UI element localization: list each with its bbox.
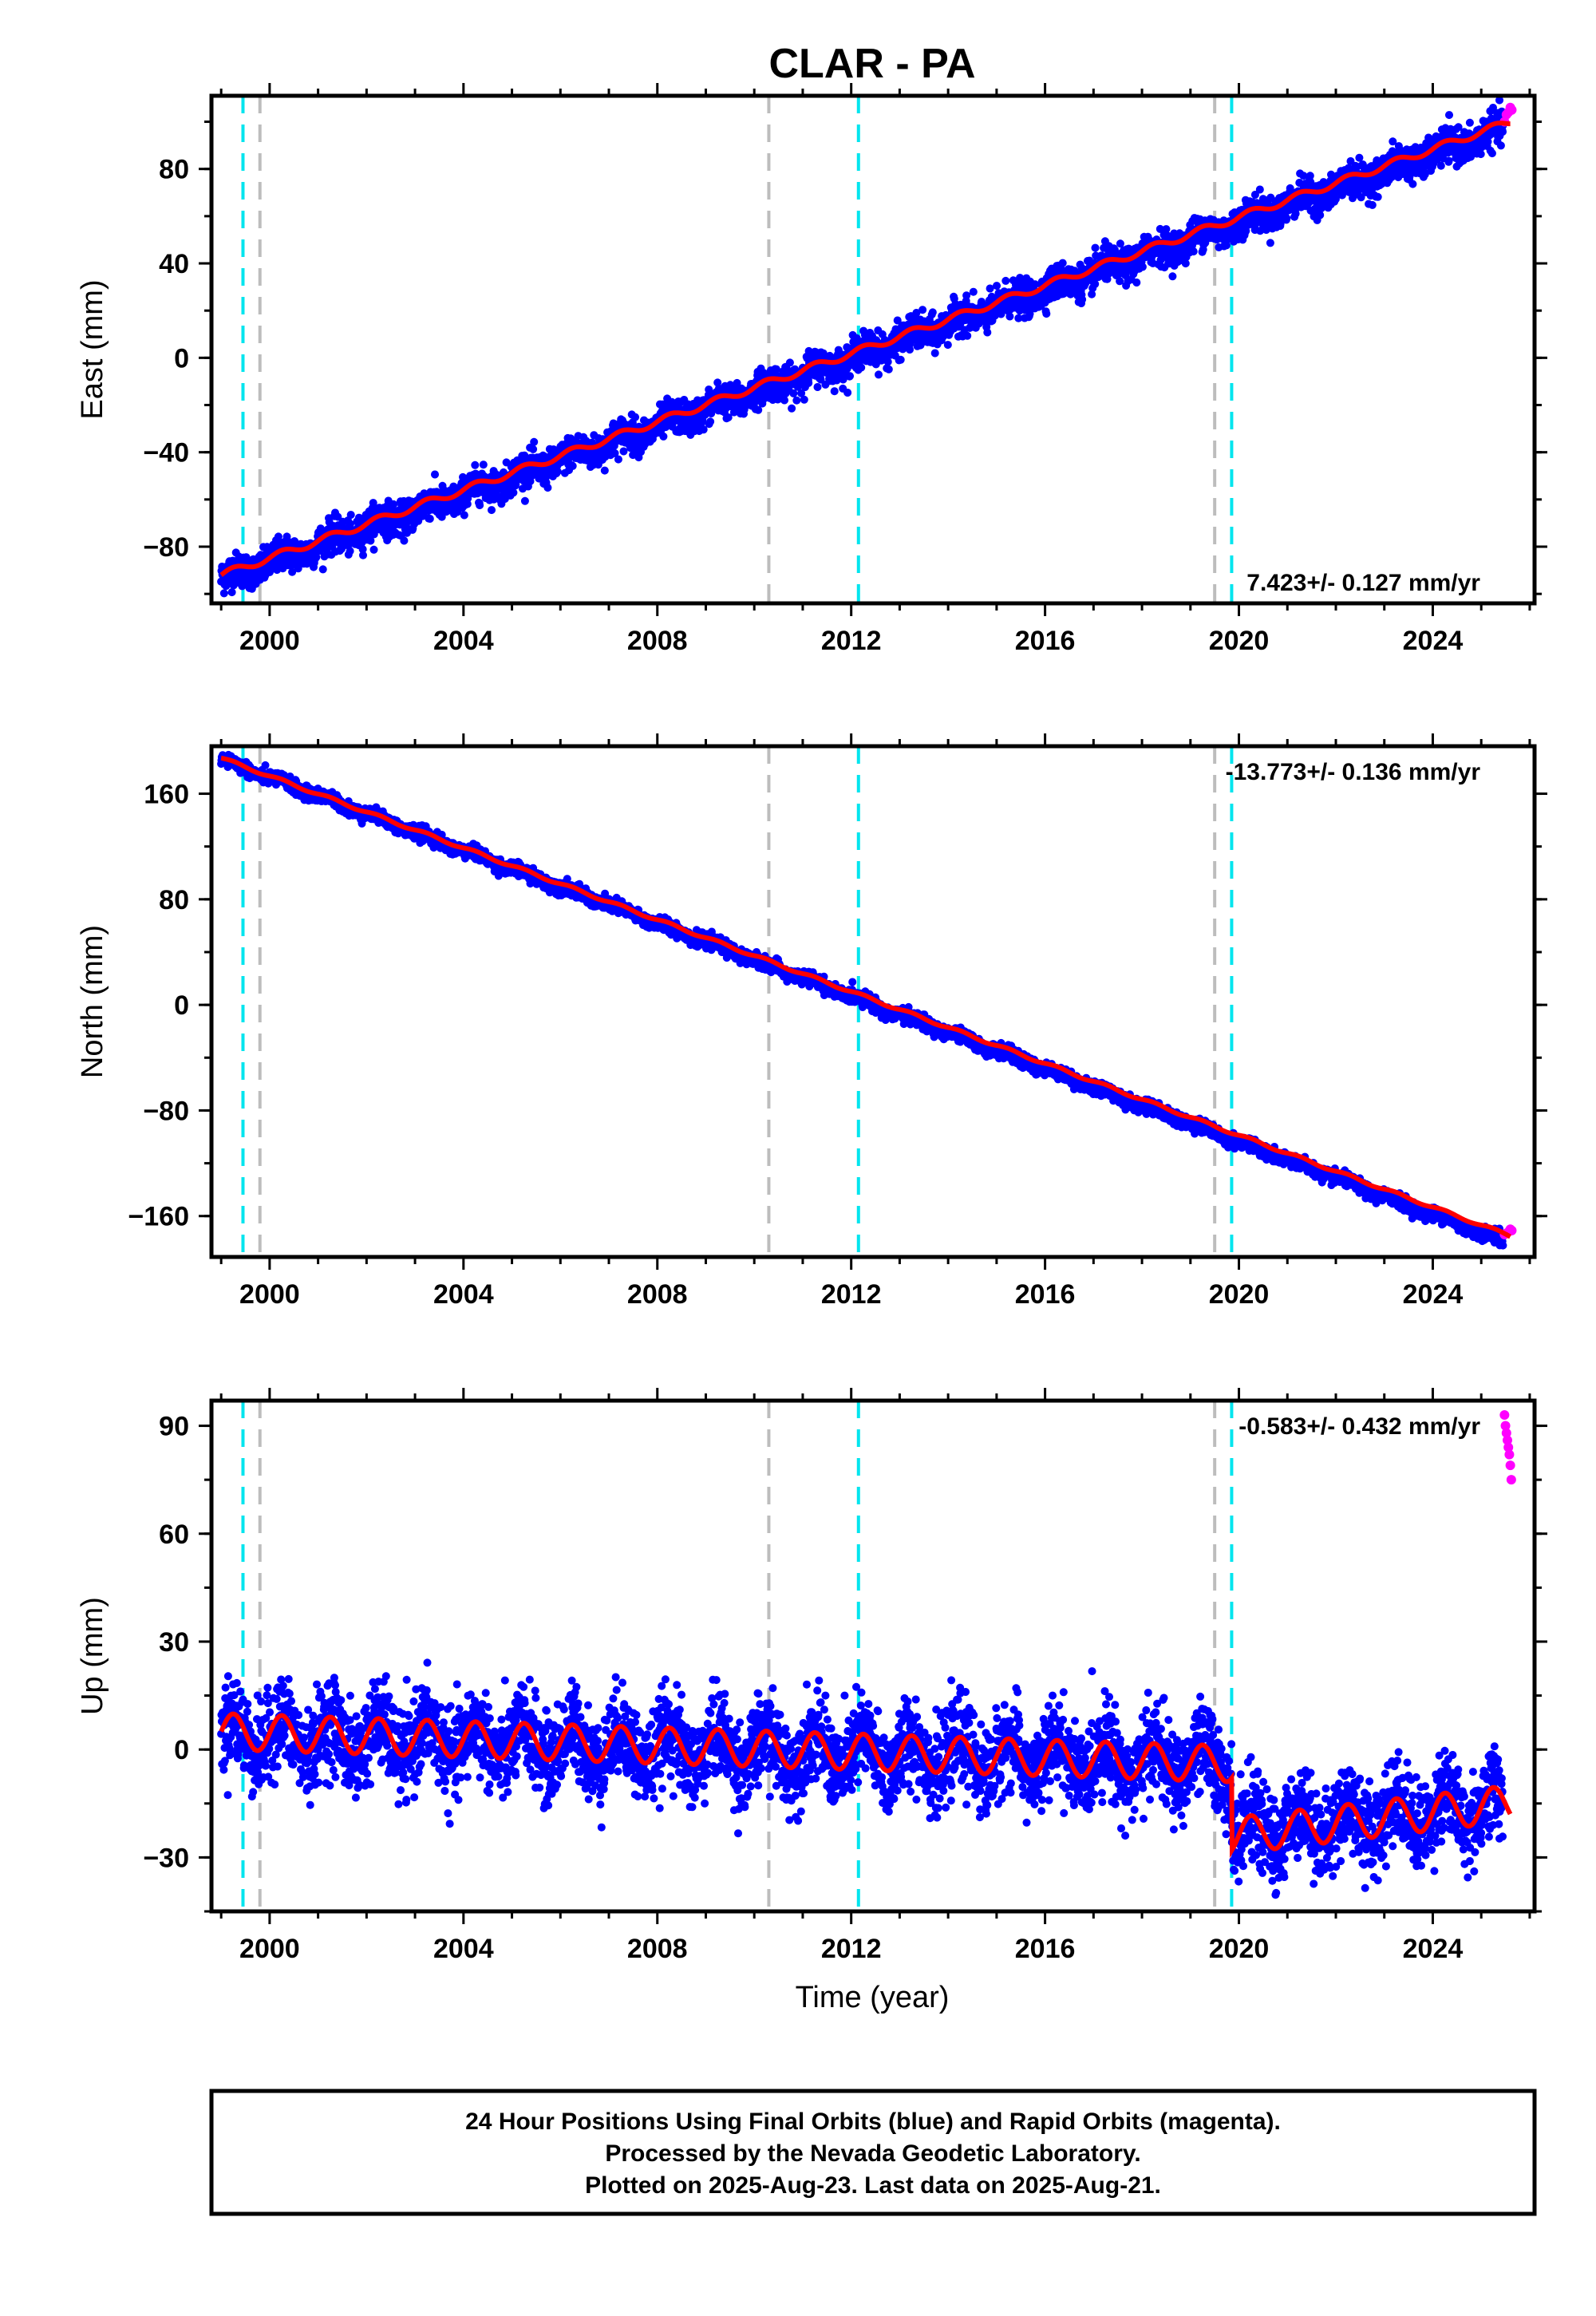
east-x-tick-label-5: 2020	[1209, 626, 1270, 656]
north-y-tick-label-3: 80	[159, 885, 189, 915]
east-y-tick-label-1: −40	[143, 438, 189, 468]
footer-line-3: Plotted on 2025-Aug-23. Last data on 202…	[585, 2172, 1161, 2199]
up-plot-area	[217, 1401, 1516, 1911]
north-model-line	[220, 755, 1511, 1239]
east-x-tick-label-4: 2016	[1015, 626, 1076, 656]
up-rapid-point-3	[1502, 1435, 1512, 1445]
up-x-tick-label-6: 2024	[1403, 1934, 1464, 1964]
up-rapid-point-4	[1503, 1442, 1514, 1452]
north-y-tick-label-1: −80	[143, 1096, 189, 1126]
up-x-tick-label-4: 2016	[1015, 1934, 1076, 1964]
north-x-tick-label-0: 2000	[239, 1279, 300, 1310]
east-x-tick-label-2: 2008	[627, 626, 688, 656]
up-rapid-point-6	[1505, 1460, 1515, 1471]
north-final-orbit-points	[217, 750, 1507, 1250]
up-x-tick-label-3: 2012	[821, 1934, 882, 1964]
east-y-tick-label-2: 0	[174, 343, 189, 373]
footer-line-1: 24 Hour Positions Using Final Orbits (bl…	[465, 2109, 1281, 2135]
up-panel: 2000 2004 2008 2012 2016 2020 2024 −30 0 30 60 90 Up…	[76, 1388, 1547, 1964]
east-rapid-point-4	[1507, 105, 1517, 115]
north-x-tick-label-4: 2016	[1015, 1279, 1076, 1310]
north-rate-label: -13.773+/- 0.136 mm/yr	[1226, 759, 1481, 785]
x-axis-label: Time (year)	[796, 1981, 950, 2014]
up-x-tick-label-1: 2004	[433, 1934, 494, 1964]
up-y-tick-label-3: 60	[159, 1520, 189, 1550]
up-y-tick-label-1: 0	[174, 1735, 189, 1765]
north-y-tick-label-0: −160	[128, 1202, 189, 1232]
north-panel: 2000 2004 2008 2012 2016 2020 2024 −160 −80 0 80 16…	[76, 733, 1547, 1310]
north-y-tick-label-2: 0	[174, 990, 189, 1021]
up-rapid-point-0	[1499, 1410, 1510, 1421]
east-x-tick-label-1: 2004	[433, 626, 494, 656]
up-x-tick-label-0: 2000	[239, 1934, 300, 1964]
footer-line-2: Processed by the Nevada Geodetic Laborat…	[605, 2140, 1140, 2167]
up-final-orbit-series	[217, 1658, 1507, 1899]
chart-title: CLAR - PA	[768, 41, 975, 87]
east-y-tick-label-3: 40	[159, 249, 189, 279]
up-y-tick-label-4: 90	[159, 1412, 189, 1442]
north-x-tick-label-2: 2008	[627, 1279, 688, 1310]
north-y-tick-label-4: 160	[144, 780, 189, 810]
north-rapid-point-4	[1507, 1225, 1517, 1235]
up-x-tick-label-5: 2020	[1209, 1934, 1270, 1964]
north-x-tick-label-3: 2012	[821, 1279, 882, 1310]
up-y-axis-label: Up (mm)	[76, 1597, 109, 1715]
up-rapid-point-5	[1504, 1449, 1515, 1460]
east-x-tick-label-0: 2000	[239, 626, 300, 656]
up-model-line	[219, 1711, 1513, 1859]
north-frame	[209, 744, 1537, 1259]
north-final-orbit-series	[217, 750, 1507, 1250]
up-y-tick-label-0: −30	[143, 1843, 189, 1873]
up-rapid-point-1	[1500, 1421, 1511, 1431]
east-x-tick-label-6: 2024	[1403, 626, 1464, 656]
up-y-tick-label-2: 30	[159, 1627, 189, 1658]
east-y-tick-label-4: 80	[159, 155, 189, 185]
up-rapid-point-7	[1506, 1475, 1516, 1485]
east-y-axis-label: East (mm)	[76, 279, 109, 419]
up-rapid-point-2	[1501, 1428, 1511, 1438]
east-plot-area	[217, 96, 1517, 603]
up-frame	[209, 1398, 1537, 1914]
up-rapid-orbit-series	[1499, 1410, 1516, 1485]
up-final-orbit-points	[217, 1658, 1507, 1899]
north-plot-area	[217, 746, 1517, 1257]
north-y-axis-label: North (mm)	[76, 925, 109, 1078]
east-x-tick-label-3: 2012	[821, 626, 882, 656]
east-model-line	[219, 121, 1511, 577]
north-x-tick-label-5: 2020	[1209, 1279, 1270, 1310]
east-frame	[209, 93, 1537, 606]
footer-box: 24 Hour Positions Using Final Orbits (bl…	[209, 2089, 1537, 2216]
north-x-tick-label-6: 2024	[1403, 1279, 1464, 1310]
east-rate-label: 7.423+/- 0.127 mm/yr	[1246, 570, 1480, 596]
up-x-tick-label-2: 2008	[627, 1934, 688, 1964]
east-y-tick-label-0: −80	[143, 532, 189, 563]
up-rate-label: -0.583+/- 0.432 mm/yr	[1238, 1413, 1480, 1440]
east-panel: 2000 2004 2008 2012 2016 2020 2024 −80 −40 0 40 80 E…	[76, 83, 1547, 656]
north-x-tick-label-1: 2004	[433, 1279, 494, 1310]
